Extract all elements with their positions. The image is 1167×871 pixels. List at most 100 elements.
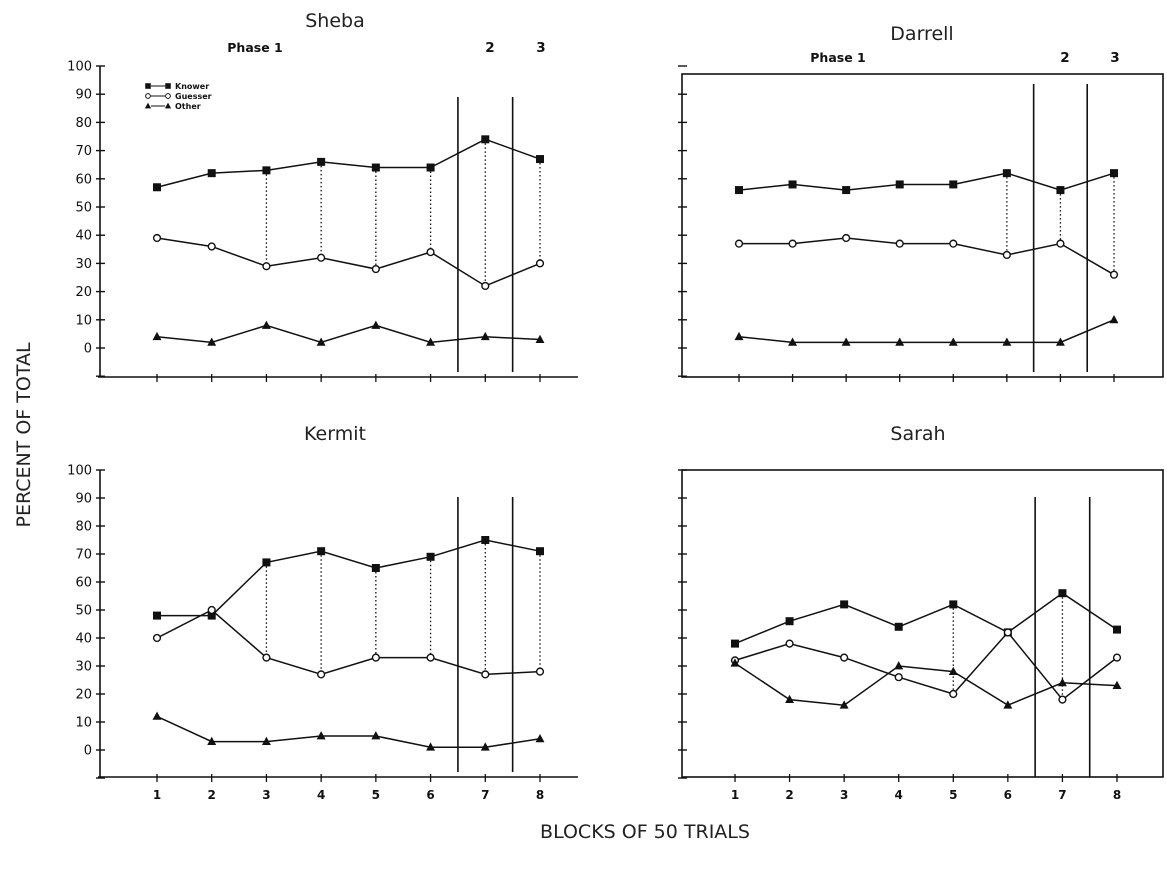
point-other	[894, 661, 904, 670]
point-other	[1112, 680, 1122, 689]
y-tick-label: 90	[75, 88, 92, 103]
plot-frame	[681, 73, 1164, 378]
x-tick-label: 5	[949, 788, 957, 802]
phase-label: 3	[1110, 50, 1119, 66]
series-line-guesser	[739, 237, 1115, 276]
point-knower	[426, 552, 435, 561]
point-other	[1003, 700, 1013, 709]
y-axis-title: PERCENT OF TOTAL	[13, 342, 35, 527]
point-other	[734, 331, 744, 341]
x-tick-label: 6	[1004, 788, 1012, 802]
point-knower	[207, 169, 216, 178]
series-line-other	[156, 324, 541, 344]
point-other	[1002, 337, 1012, 346]
y-tick-label: 90	[75, 492, 92, 507]
x-tick-label: 1	[731, 788, 739, 802]
x-tick-label: 2	[785, 788, 793, 802]
legend-marker-knower	[165, 83, 171, 89]
point-knower	[842, 186, 851, 195]
y-tick-label: 40	[75, 632, 92, 647]
x-tick-label: 6	[426, 788, 434, 802]
y-tick-label: 20	[75, 285, 92, 300]
point-knower	[1113, 625, 1121, 634]
point-knower	[317, 157, 326, 166]
point-guesser	[788, 239, 797, 248]
point-guesser	[426, 248, 435, 257]
point-other	[152, 331, 162, 341]
point-guesser	[262, 653, 271, 662]
phase-label: Phase 1	[810, 50, 865, 65]
point-other	[480, 331, 490, 341]
point-guesser	[535, 259, 545, 268]
plot-frame	[681, 469, 1164, 778]
y-tick-label: 50	[75, 604, 92, 619]
point-guesser	[371, 264, 380, 274]
point-knower	[1110, 169, 1118, 178]
x-tick-label: 1	[153, 788, 161, 802]
point-guesser	[152, 633, 162, 643]
x-axis-title: BLOCKS OF 50 TRIALS	[540, 821, 750, 843]
legend-marker-knower	[145, 83, 151, 89]
point-guesser	[1002, 250, 1011, 260]
legend-marker-other	[144, 102, 152, 109]
series-line-guesser	[156, 609, 541, 676]
point-guesser	[785, 639, 794, 648]
series-line-other	[738, 319, 1115, 344]
point-knower	[262, 166, 271, 175]
point-guesser	[207, 242, 216, 251]
point-guesser	[949, 239, 958, 248]
point-other	[730, 658, 740, 667]
phase-label: 2	[1060, 50, 1069, 66]
point-knower	[785, 617, 794, 626]
point-guesser	[842, 233, 851, 243]
legend-label: Guesser	[175, 92, 212, 101]
series-line-knower	[157, 539, 541, 617]
point-guesser	[481, 670, 490, 679]
point-guesser	[481, 281, 490, 291]
series-line-knower	[738, 172, 1115, 191]
phase-label: 2	[485, 40, 494, 56]
point-other	[948, 337, 958, 346]
point-other	[426, 337, 436, 346]
point-guesser	[840, 653, 849, 662]
point-guesser	[371, 653, 380, 662]
point-knower	[536, 155, 544, 164]
point-other	[785, 694, 795, 703]
panel-title: Darrell	[890, 23, 953, 45]
y-tick-label: 60	[75, 172, 92, 187]
point-knower	[949, 600, 958, 609]
point-knower	[426, 163, 435, 172]
point-knower	[481, 536, 490, 544]
point-knower	[1002, 169, 1011, 178]
panel-darrell: Darrell Phase 1 2 3	[678, 23, 1164, 382]
point-knower	[481, 135, 490, 144]
point-other	[948, 666, 958, 675]
y-tick-label: 100	[67, 464, 92, 479]
point-guesser	[894, 673, 903, 682]
legend-label: Knower	[175, 82, 209, 91]
legend-label: Other	[175, 102, 201, 111]
point-guesser	[262, 262, 271, 271]
point-guesser	[1056, 239, 1065, 248]
point-guesser	[895, 239, 904, 248]
x-tick-label: 5	[372, 788, 380, 802]
series-line-other	[156, 715, 541, 748]
y-tick-label: 80	[75, 520, 92, 535]
point-other	[1055, 337, 1065, 346]
x-tick-label: 4	[317, 788, 325, 802]
point-guesser	[535, 667, 545, 676]
point-guesser	[152, 233, 162, 243]
point-other	[207, 337, 217, 346]
y-tick-label: 70	[75, 144, 92, 159]
point-knower	[371, 564, 380, 572]
panel-title: Sarah	[890, 423, 945, 445]
legend-marker-other	[164, 102, 172, 109]
y-tick-label: 70	[75, 548, 92, 563]
point-knower	[840, 600, 849, 609]
series-line-knower	[734, 592, 1118, 645]
series-line-guesser	[156, 237, 541, 287]
series-line-other	[734, 662, 1118, 707]
point-guesser	[1112, 653, 1122, 662]
phase-label: Phase 1	[227, 40, 282, 55]
point-knower	[536, 547, 544, 556]
